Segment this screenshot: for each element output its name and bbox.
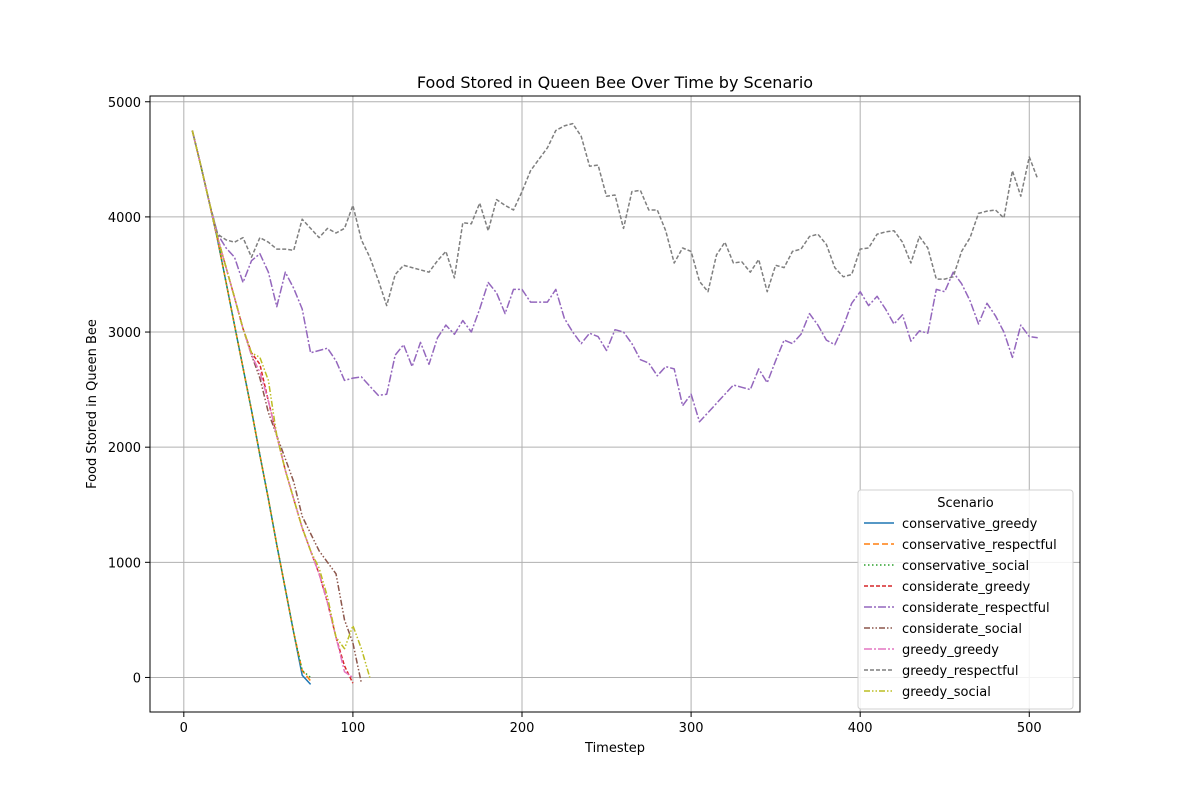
series-lines	[191, 122, 1039, 685]
legend-label-greedy_respectful: greedy_respectful	[902, 664, 1019, 679]
legend-label-considerate_social: considerate_social	[902, 622, 1022, 637]
x-tick-label: 300	[679, 721, 704, 736]
legend-label-conservative_social: conservative_social	[902, 559, 1029, 574]
y-tick-label: 1000	[108, 556, 141, 571]
x-tick-label: 400	[848, 721, 873, 736]
series-line-greedy_social	[191, 130, 371, 678]
legend-title: Scenario	[937, 496, 994, 511]
legend-label-considerate_greedy: considerate_greedy	[902, 580, 1030, 595]
legend-box	[857, 489, 1074, 710]
y-tick-label: 3000	[108, 326, 141, 341]
y-tick-label: 2000	[108, 441, 141, 456]
chart-title: Food Stored in Queen Bee Over Time by Sc…	[417, 73, 813, 92]
y-axis-label: Food Stored in Queen Bee	[85, 319, 100, 489]
legend-label-considerate_respectful: considerate_respectful	[902, 601, 1050, 616]
x-tick-label: 200	[510, 721, 535, 736]
series-line-conservative_social	[191, 130, 312, 679]
legend-label-conservative_respectful: conservative_respectful	[902, 538, 1057, 553]
x-tick-label: 100	[340, 721, 365, 736]
legend-label-greedy_social: greedy_social	[902, 685, 991, 700]
x-tick-label: 500	[1017, 721, 1042, 736]
x-tick-label: 0	[180, 721, 188, 736]
series-line-considerate_respectful	[191, 130, 1038, 423]
legend-label-conservative_greedy: conservative_greedy	[902, 517, 1038, 532]
plot-frame	[149, 95, 1081, 713]
x-axis-label: Timestep	[584, 741, 645, 756]
series-line-greedy_greedy	[191, 130, 354, 679]
y-tick-label: 5000	[108, 96, 141, 111]
series-line-greedy_respectful	[191, 122, 1039, 307]
legend: Scenario conservative_greedy conservative_…	[857, 489, 1074, 710]
y-tick-label: 4000	[108, 211, 141, 226]
legend-label-greedy_greedy: greedy_greedy	[902, 643, 999, 658]
y-tick-label: 0	[133, 671, 141, 686]
